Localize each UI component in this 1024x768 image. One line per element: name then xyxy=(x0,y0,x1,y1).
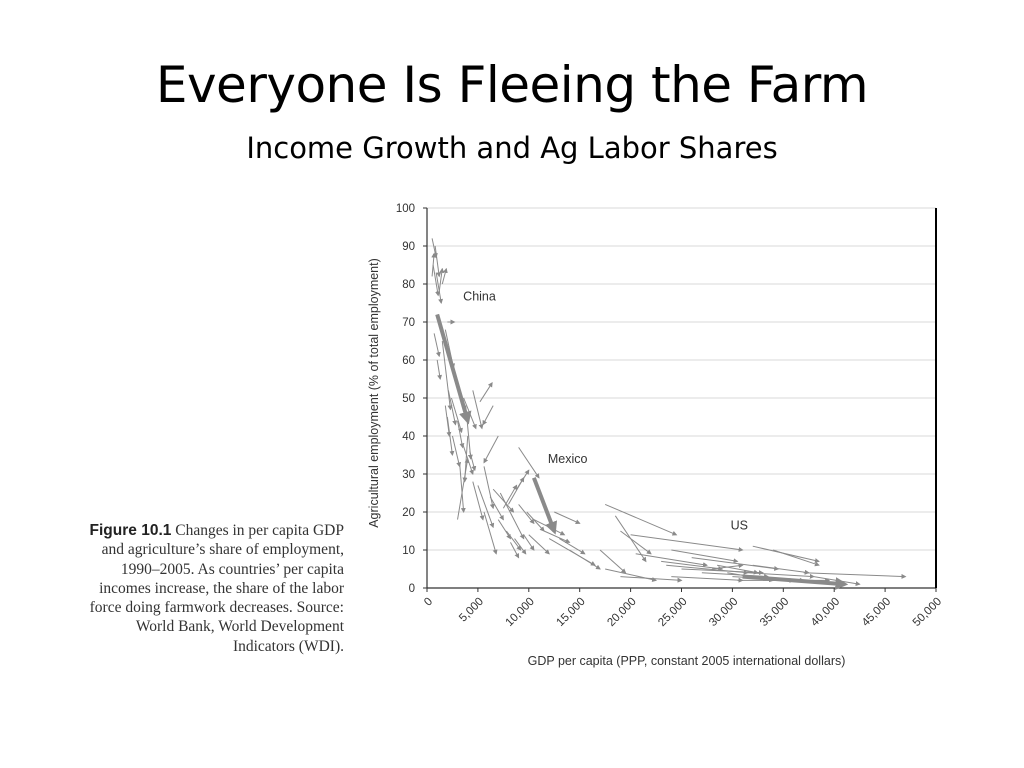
country-arrow xyxy=(518,447,540,479)
country-arrow xyxy=(630,534,744,552)
x-tick-label: 40,000 xyxy=(809,596,842,629)
figure-caption-text: Changes in per capita GDP and agricultur… xyxy=(89,522,344,655)
x-tick-label: 10,000 xyxy=(504,596,537,629)
country-arrow xyxy=(554,511,581,525)
country-arrow xyxy=(717,564,759,575)
y-tick-label: 30 xyxy=(402,469,415,481)
country-arrow xyxy=(528,534,550,555)
series-label-china: China xyxy=(463,289,496,303)
country-arrow xyxy=(543,530,571,544)
data-arrows xyxy=(431,238,907,587)
country-arrow xyxy=(502,484,518,509)
country-arrow xyxy=(482,405,494,426)
country-arrow xyxy=(489,496,504,521)
country-arrow xyxy=(477,485,495,529)
y-tick-label: 60 xyxy=(402,355,415,367)
country-arrow xyxy=(559,538,586,555)
country-arrow xyxy=(523,534,535,551)
country-arrow xyxy=(472,481,485,521)
country-arrow xyxy=(604,503,678,536)
country-arrow xyxy=(620,530,652,555)
country-arrow xyxy=(433,333,441,358)
country-arrow xyxy=(747,572,815,579)
country-arrow xyxy=(518,504,535,525)
x-axis-label: GDP per capita (PPP, constant 2005 inter… xyxy=(528,654,846,668)
country-arrow xyxy=(510,542,520,559)
country-arrow xyxy=(451,435,462,468)
country-arrow xyxy=(752,564,810,575)
x-tick-label: 25,000 xyxy=(656,596,689,629)
country-arrow xyxy=(569,549,601,570)
country-arrow xyxy=(671,549,739,564)
y-tick-label: 0 xyxy=(409,583,415,595)
highlight-arrow-us xyxy=(742,574,849,590)
y-axis-label: Agricultural employment (% of total empl… xyxy=(367,258,381,528)
country-arrow xyxy=(441,340,453,411)
arrow-scatter-chart: 0 10 20 30 40 50 60 70 80 90 100 0 5,000 10,000 15,000… xyxy=(367,203,944,668)
country-arrow xyxy=(483,511,498,555)
slide-title: Everyone Is Fleeing the Farm xyxy=(155,56,869,114)
y-tick-label: 10 xyxy=(402,545,415,557)
country-arrow xyxy=(635,553,708,568)
country-arrow xyxy=(444,405,452,437)
country-arrow xyxy=(599,549,627,574)
country-arrow xyxy=(681,568,764,576)
country-arrow xyxy=(434,245,442,278)
x-tick-label: 45,000 xyxy=(860,596,893,629)
x-tick-label: 0 xyxy=(422,596,435,609)
country-arrow xyxy=(526,511,545,532)
x-tick-label: 50,000 xyxy=(911,596,944,629)
figure-caption: Figure 10.1 Changes in per capita GDP an… xyxy=(80,521,344,656)
country-arrow xyxy=(438,267,445,292)
country-arrow xyxy=(457,457,470,520)
country-arrow xyxy=(457,420,465,449)
y-tick-label: 40 xyxy=(402,431,415,443)
series-label-mexico: Mexico xyxy=(548,452,588,466)
country-arrow xyxy=(620,576,683,583)
country-arrow xyxy=(752,545,820,563)
country-arrow xyxy=(446,416,455,456)
country-arrow xyxy=(431,252,437,277)
x-tick-label: 15,000 xyxy=(554,596,587,629)
country-arrow xyxy=(447,390,458,426)
country-arrow xyxy=(497,519,512,540)
country-arrow xyxy=(508,476,525,505)
country-arrow xyxy=(472,390,484,430)
country-arrow xyxy=(671,576,744,583)
country-arrow xyxy=(459,462,466,513)
y-tick-label: 70 xyxy=(402,317,415,329)
country-arrow xyxy=(492,488,515,513)
x-tick-label: 20,000 xyxy=(605,596,638,629)
country-arrow xyxy=(450,397,463,434)
country-arrow xyxy=(483,435,499,464)
x-tick-label: 35,000 xyxy=(758,596,791,629)
highlight-arrow-china xyxy=(435,313,472,425)
country-arrow xyxy=(661,560,724,571)
highlight-arrow-mexico xyxy=(532,477,558,535)
y-tick-label: 20 xyxy=(402,507,415,519)
country-arrow xyxy=(436,359,443,380)
x-tick-label: 5,000 xyxy=(457,596,486,625)
y-tick-label: 80 xyxy=(402,279,415,291)
country-arrow xyxy=(803,572,907,579)
country-arrow xyxy=(432,264,441,297)
y-tick-label: 50 xyxy=(402,393,415,405)
country-arrow xyxy=(441,267,448,285)
y-tick-label: 100 xyxy=(396,203,415,215)
country-arrow xyxy=(506,530,522,551)
country-arrow xyxy=(435,272,444,304)
x-tick-label: 30,000 xyxy=(707,596,740,629)
country-arrow xyxy=(499,492,525,540)
country-arrow xyxy=(469,451,477,472)
y-tick-label: 90 xyxy=(402,241,415,253)
highlighted-arrows: China Mexico US xyxy=(435,289,849,590)
country-arrow xyxy=(514,538,527,555)
country-arrow xyxy=(479,381,493,403)
figure-label: Figure 10.1 xyxy=(89,522,172,539)
slide-subtitle: Income Growth and Ag Labor Shares xyxy=(246,131,778,165)
country-arrow xyxy=(483,466,495,510)
series-label-us: US xyxy=(731,519,748,533)
